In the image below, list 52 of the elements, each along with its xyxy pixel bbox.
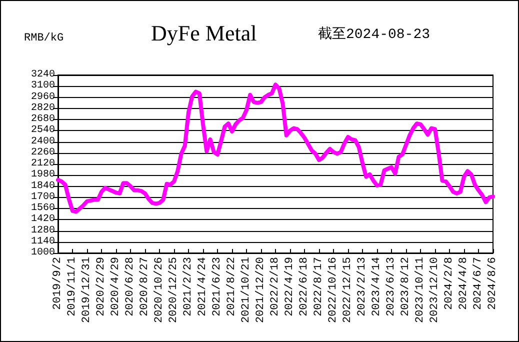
x-tick-label: 2022/8/17 [313,257,325,316]
x-tick-label: 2021/10/21 [240,256,252,324]
x-tick-label: 2024/8/6 [487,257,499,310]
x-tick-label: 2024/2/8 [444,257,456,310]
y-tick-label: 1700 [30,192,55,203]
y-tick-label: 1560 [30,203,55,214]
y-tick-label: 3100 [30,80,55,92]
x-tick-label: 2019/12/31 [81,256,93,324]
x-tick-label: 2022/6/18 [298,257,310,316]
x-tick-label: 2020/6/28 [124,257,136,316]
y-tick-label: 2820 [30,102,55,114]
x-tick-label: 2020/12/25 [168,257,180,324]
y-tick-label: 1840 [30,180,55,192]
y-tick-label: 2680 [30,114,55,125]
x-tick-label: 2019/9/2 [52,257,64,310]
x-tick-label: 2021/8/22 [226,257,238,316]
chart-subtitle: 截至2024-08-23 [318,26,430,43]
y-tick-label: 1420 [30,214,55,226]
y-tick-label: 3240 [30,70,55,80]
y-tick-label: 1980 [30,170,55,181]
x-tick-label: 2022/4/19 [284,257,296,316]
y-axis-title: RMB/kG [24,32,64,44]
x-tick-label: 2023/8/12 [400,257,412,316]
y-tick-label: 2120 [30,158,55,170]
y-tick-label: 2960 [30,92,55,103]
x-tick-label: 2024/6/7 [472,257,484,310]
x-tick-label: 2021/12/20 [255,257,267,324]
y-tick-label: 2540 [30,125,55,136]
x-tick-label: 2021/2/23 [182,257,194,316]
x-tick-label: 2023/4/14 [371,256,383,316]
y-tick-label: 1140 [30,236,55,248]
x-tick-label: 2024/4/8 [458,257,470,310]
line-series [56,82,495,214]
x-tick-label: 2023/6/13 [386,257,398,316]
x-tick-label: 2022/12/15 [342,257,354,324]
y-tick-label: 2260 [30,147,55,158]
x-tick-label: 2020/2/29 [96,257,108,316]
x-tick-label: 2021/4/24 [197,256,209,316]
x-tick-label: 2021/6/23 [212,257,224,316]
x-tick-label: 2020/8/27 [139,257,151,316]
x-tick-label: 2023/10/11 [414,256,426,324]
x-tick-label: 2020/10/26 [154,257,166,324]
y-tick-label: 1280 [30,225,55,236]
x-tick-label: 2020/4/29 [110,257,122,316]
y-tick-label: 2400 [30,136,55,148]
x-tick-label: 2019/11/1 [66,256,78,316]
y-tick-label: 1000 [30,248,55,258]
x-tick-label: 2023/2/13 [356,257,368,316]
x-tick-label: 2023/12/10 [429,257,441,324]
x-tick-label: 2022/2/18 [270,257,282,316]
chart-title: DyFe Metal [151,20,257,46]
x-tick-label: 2022/10/16 [328,257,340,324]
